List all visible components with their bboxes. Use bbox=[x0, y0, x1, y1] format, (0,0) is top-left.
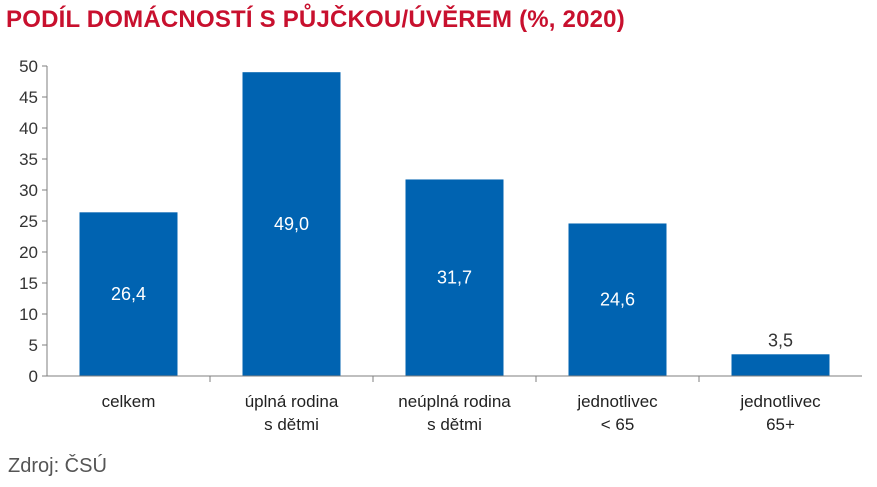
y-tick-label: 15 bbox=[19, 274, 38, 293]
bar bbox=[731, 354, 830, 376]
x-tick-label: 65+ bbox=[766, 415, 795, 434]
x-tick-label: < 65 bbox=[601, 415, 635, 434]
chart-title: PODÍL DOMÁCNOSTÍ S PŮJČKOU/ÚVĚREM (%, 20… bbox=[6, 6, 625, 33]
bar-value-label: 24,6 bbox=[600, 290, 635, 310]
y-tick-label: 45 bbox=[19, 88, 38, 107]
y-tick-label: 30 bbox=[19, 181, 38, 200]
x-axis: celkem úplná rodina s dětmi neúplná rodina s… bbox=[47, 375, 862, 434]
y-tick-label: 35 bbox=[19, 150, 38, 169]
bar bbox=[79, 212, 178, 376]
y-tick-label: 40 bbox=[19, 119, 38, 138]
y-tick-label: 25 bbox=[19, 212, 38, 231]
bar-value-label: 26,4 bbox=[111, 284, 146, 304]
bars: 26,4 49,0 31,7 24,6 3,5 bbox=[79, 72, 830, 376]
y-axis: 0 5 10 15 20 25 30 35 40 45 50 bbox=[19, 57, 48, 386]
x-tick-label: jednotlivec bbox=[576, 392, 658, 411]
x-tick-label: s dětmi bbox=[264, 415, 319, 434]
x-tick-label: neúplná rodina bbox=[398, 392, 511, 411]
y-tick-label: 10 bbox=[19, 305, 38, 324]
bar bbox=[568, 223, 667, 376]
x-tick-label: jednotlivec bbox=[739, 392, 821, 411]
y-tick-label: 20 bbox=[19, 243, 38, 262]
bar-value-label: 31,7 bbox=[437, 268, 472, 288]
bar bbox=[242, 72, 341, 376]
y-tick-label: 0 bbox=[29, 367, 38, 386]
bar bbox=[405, 179, 504, 376]
bar-value-label: 49,0 bbox=[274, 214, 309, 234]
y-tick-label: 5 bbox=[29, 336, 38, 355]
x-tick-label: úplná rodina bbox=[245, 392, 339, 411]
bar-value-label: 3,5 bbox=[768, 330, 793, 350]
x-tick-label: celkem bbox=[102, 392, 156, 411]
x-tick-label: s dětmi bbox=[427, 415, 482, 434]
source-note: Zdroj: ČSÚ bbox=[8, 455, 107, 477]
y-tick-label: 50 bbox=[19, 57, 38, 76]
